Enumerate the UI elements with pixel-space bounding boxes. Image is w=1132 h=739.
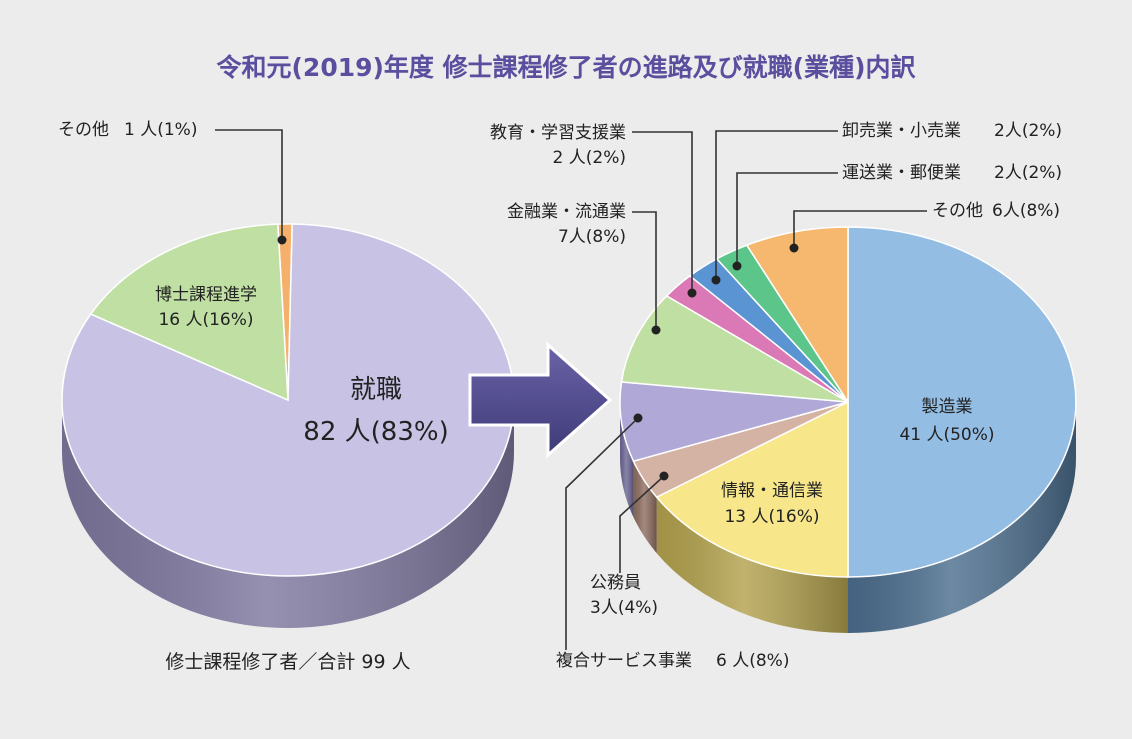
pie2-label-transport-count: 2人(2%) [994, 163, 1062, 183]
pie2-label-compound-name: 複合サービス事業 [556, 651, 692, 671]
pie2-label-public-count: 3人(4%) [590, 598, 658, 618]
pie2-side-shade-0-0 [848, 402, 1076, 633]
pie1-label-doctoral-count: 16 人(16%) [158, 310, 253, 330]
pie2-slice-3 [619, 381, 849, 463]
pie2-side-shade-3-0 [620, 402, 634, 518]
pie2-label-compound-count: 6 人(8%) [716, 651, 789, 671]
leader-dot-pie2-compound [633, 413, 643, 423]
leader-dot-pie2-other [789, 243, 799, 253]
leader-dot-pie2-education [687, 288, 697, 298]
pie2-side-shade-1-0 [656, 497, 848, 633]
pie1-label-employment-count: 82 人(83%) [303, 417, 448, 447]
pie2-label-public-name: 公務員 [590, 573, 641, 593]
leader-line-pie2-retail [715, 130, 838, 280]
pie1-side-shade-1-0 [62, 400, 514, 628]
pie2-label-other-name: その他 [932, 201, 983, 221]
pie2-slice-0 [847, 226, 1077, 578]
leader-dot-pie1-other [277, 235, 287, 245]
right-arrow-icon [468, 341, 613, 459]
pie2-label-finance-name: 金融業・流通業 [507, 202, 626, 222]
leader-line-pie2-finance [632, 211, 657, 330]
pie1-label-employment-name: 就職 [350, 375, 402, 405]
pie-chart-industries [619, 226, 1077, 633]
pie2-side-shade-2-0 [633, 461, 657, 554]
pie2-label-finance-count: 7人(8%) [558, 227, 626, 247]
pie2-label-education-name: 教育・学習支援業 [490, 123, 626, 143]
pie1-slice-2 [89, 223, 289, 402]
pie1-caption: 修士課程修了者／合計 99 人 [165, 651, 410, 673]
leader-dot-pie2-retail [711, 275, 721, 285]
pie2-label-other-count: 6人(8%) [992, 201, 1060, 221]
leader-dot-pie2-public [659, 471, 669, 481]
leader-line-pie1-other [215, 129, 283, 240]
pie-chart-graduates [61, 223, 515, 628]
leader-line-pie2-transport [736, 172, 838, 266]
leader-line-pie2-compound [565, 417, 639, 650]
pie1-label-other-count: 1 人(1%) [124, 120, 197, 140]
leader-line-pie2-education [632, 131, 693, 293]
leader-dot-pie2-finance [651, 325, 661, 335]
leader-line-pie2-other [793, 210, 927, 248]
pie2-slice-8 [745, 226, 849, 405]
pie2-label-ict-count: 13 人(16%) [724, 507, 819, 527]
pie2-slice-4 [620, 294, 849, 403]
leader-dot-pie2-transport [732, 261, 742, 271]
leader-lines [215, 129, 927, 650]
pie2-slice-1 [655, 400, 849, 578]
pie2-label-manufacturing-name: 製造業 [922, 397, 973, 417]
pie2-label-transport-name: 運送業・郵便業 [842, 163, 961, 183]
pie2-label-retail-count: 2人(2%) [994, 121, 1062, 141]
pie2-label-manufacturing-count: 41 人(50%) [899, 425, 994, 445]
pie2-label-education-count: 2 人(2%) [553, 148, 626, 168]
chart-title: 令和元(2019)年度 修士課程修了者の進路及び就職(業種)内訳 [217, 53, 917, 82]
pie1-label-doctoral-name: 博士課程進学 [155, 285, 257, 305]
leader-line-pie2-public [619, 475, 665, 573]
pie1-label-other: その他 [58, 120, 109, 140]
pie2-label-ict-name: 情報・通信業 [721, 481, 823, 501]
pie2-label-retail-name: 卸売業・小売業 [842, 121, 961, 141]
